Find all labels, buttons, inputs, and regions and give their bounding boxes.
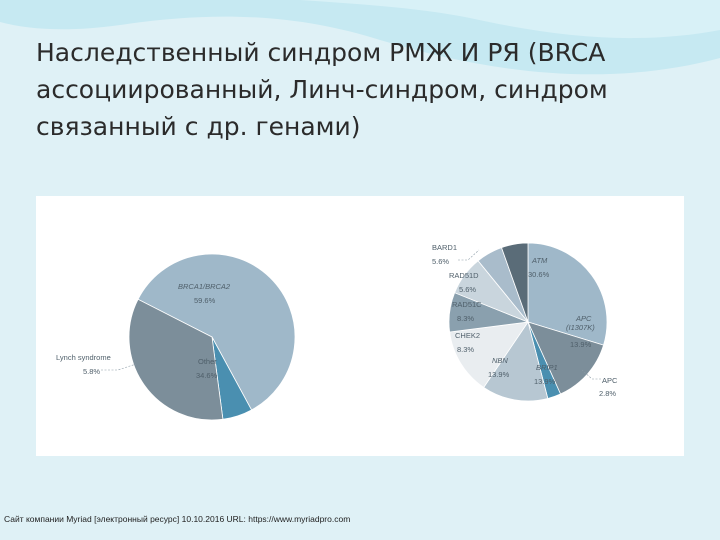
pie2-label-bard1-value: 5.6% — [432, 257, 449, 266]
pie2-slice-atm — [527, 242, 608, 346]
pie2-label-atm-value: 30.6% — [528, 270, 550, 279]
pie-charts: BRCA1/BRCA2 59.6% Other 34.6% Lynch syndrome… — [56, 242, 618, 421]
pie2-label-brip1-name: BRIP1 — [536, 363, 558, 372]
pie2-slice-brip1 — [483, 321, 549, 402]
pie1-label-other-name: Other — [198, 357, 217, 366]
title-line-3: связанный с др. генами) — [36, 112, 361, 141]
pie2-slice-bard1 — [500, 242, 529, 323]
slide-title: Наследственный синдром РМЖ И РЯ (BRCA ас… — [36, 34, 696, 145]
source-caption: Сайт компании Myriad [электронный ресурс… — [4, 514, 351, 524]
pie2-leader-bard1 — [458, 249, 480, 261]
pie2-label-rad51c-value: 8.3% — [457, 314, 474, 323]
pie2-label-apc-value: 2.8% — [599, 389, 616, 398]
figure-panel: BRCA1/BRCA2 59.6% Other 34.6% Lynch syndrome… — [36, 196, 684, 456]
pie1-slice-other — [128, 298, 224, 421]
pie2-label-nbn-name: NBN — [492, 356, 508, 365]
pie2-label-rad51d-value: 5.6% — [459, 285, 476, 294]
pie2-label-apc-i1307k-variant: (I1307K) — [566, 323, 595, 332]
pie2-slice-apc_i1307k — [527, 321, 605, 395]
pie2-label-atm-name: ATM — [531, 256, 548, 265]
pie2-label-brip1-value: 13.9% — [534, 377, 556, 386]
pie2-label-rad51c-name: RAD51C — [452, 300, 482, 309]
pie2-label-rad51d-name: RAD51D — [449, 271, 479, 280]
pie1-label-other-value: 34.6% — [196, 371, 218, 380]
pie1-slice-brca — [137, 253, 296, 411]
title-line-1: Наследственный синдром РМЖ И РЯ (BRCA — [36, 38, 606, 67]
pie1-label-brca-value: 59.6% — [194, 296, 216, 305]
pie2-label-bard1-name: BARD1 — [432, 243, 457, 252]
pie2-label-chek2-value: 8.3% — [457, 345, 474, 354]
pie2-label-nbn-value: 13.9% — [488, 370, 510, 379]
pie2-label-chek2-name: CHEK2 — [455, 331, 480, 340]
wave-shape-highlight — [300, 0, 720, 39]
pie2-slice-nbn — [449, 321, 529, 388]
pie1-label-brca-name: BRCA1/BRCA2 — [178, 282, 231, 291]
pie1-label-lynch-value: 5.8% — [83, 367, 100, 376]
pie2-label-apc-name: APC — [602, 376, 618, 385]
pie2-leader-apc — [581, 369, 601, 380]
pie2-label-apc-i1307k-name: APC — [575, 314, 592, 323]
pie1-label-lynch-name: Lynch syndrome — [56, 353, 111, 362]
title-line-2: ассоциированный, Линч-синдром, синдром — [36, 75, 608, 104]
pie1-leader-lynch — [101, 363, 137, 371]
pie2-label-apc-i1307k-value: 13.9% — [570, 340, 592, 349]
